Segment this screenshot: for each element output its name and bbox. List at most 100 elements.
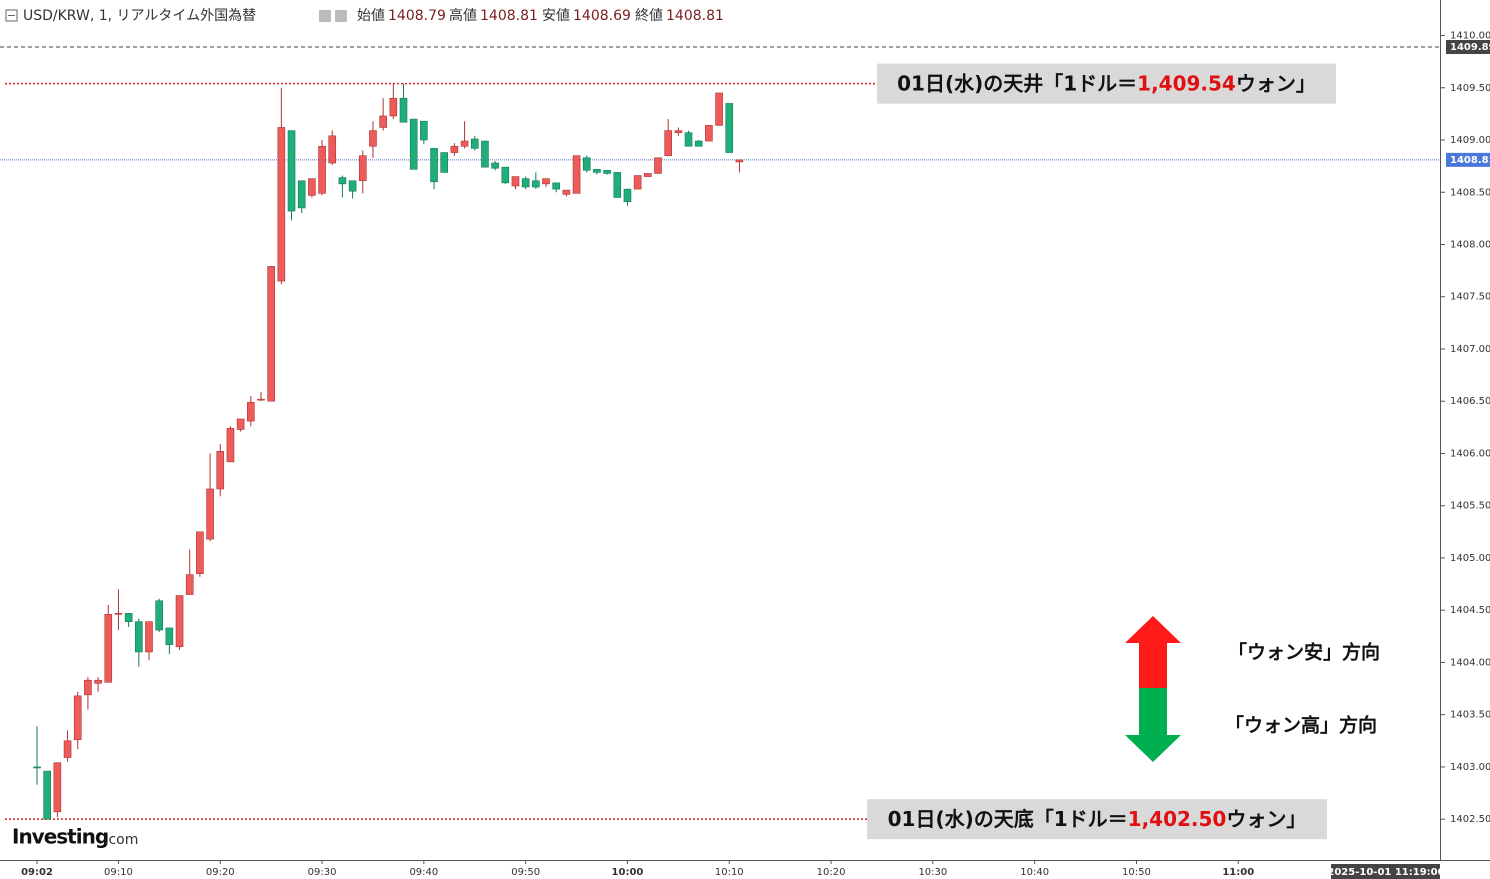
- y-tick-label: 1406.50: [1450, 396, 1490, 407]
- candle-body: [572, 155, 581, 194]
- candle-body: [623, 188, 632, 202]
- x-tick-label: 09:10: [104, 867, 133, 878]
- candle-body: [277, 127, 286, 282]
- y-tick-label: 1409.50: [1450, 83, 1490, 94]
- settings-icon[interactable]: [335, 10, 347, 22]
- candle-body: [43, 770, 52, 820]
- open-value: 1408.79: [388, 8, 446, 24]
- candle-body: [369, 130, 377, 147]
- price-label-box: [1446, 40, 1490, 55]
- candle-body: [725, 103, 734, 153]
- y-tick-label: 1408.50: [1450, 187, 1490, 198]
- candle-body: [399, 97, 408, 123]
- candle-body: [196, 531, 204, 574]
- high-value: 1408.81: [480, 8, 538, 24]
- open-label: 始値: [357, 8, 385, 24]
- price-label: 1408.81: [1450, 155, 1490, 166]
- x-tick-label: 09:40: [409, 867, 438, 878]
- candle-body: [644, 173, 652, 177]
- candle-body: [542, 178, 550, 185]
- logo-suffix: .com: [104, 832, 138, 848]
- candle-body: [705, 125, 713, 142]
- price-label-box: [1446, 152, 1490, 167]
- candle-body: [348, 180, 357, 192]
- candle-body: [63, 740, 72, 758]
- x-tick-label: 10:40: [1020, 867, 1049, 878]
- candle-body: [124, 613, 133, 622]
- down-arrow: [1125, 688, 1181, 762]
- candle-body: [33, 766, 41, 769]
- crosshair-time-box: [1331, 864, 1440, 879]
- candle-body: [593, 168, 601, 173]
- candle-body: [145, 621, 153, 653]
- x-tick-label: 10:30: [918, 867, 947, 878]
- x-tick-label: 10:50: [1122, 867, 1151, 878]
- up-arrow: [1125, 616, 1181, 688]
- candle-body: [654, 157, 662, 174]
- candle-body: [470, 138, 479, 149]
- y-tick-label: 1407.00: [1450, 344, 1490, 355]
- candle-body: [430, 148, 438, 183]
- candle-body: [684, 132, 693, 147]
- candle-body: [603, 170, 611, 174]
- candle-body: [175, 595, 184, 648]
- candle-body: [379, 115, 387, 128]
- candle-body: [409, 118, 418, 170]
- candle-body: [247, 401, 255, 422]
- y-tick-label: 1407.50: [1450, 292, 1490, 303]
- x-tick-label: 10:20: [817, 867, 846, 878]
- candle-body: [735, 159, 744, 163]
- candle-body: [84, 679, 92, 696]
- y-tick-label: 1406.00: [1450, 448, 1490, 459]
- x-tick-label: 09:02: [21, 867, 53, 878]
- legend: 「ウォン安」方向 「ウォン高」方向: [1125, 616, 1380, 762]
- candle-body: [633, 175, 642, 190]
- candle-body: [481, 140, 489, 168]
- x-tick-label: 10:10: [715, 867, 744, 878]
- candle-body: [216, 451, 225, 490]
- y-tick-label: 1405.50: [1450, 501, 1490, 512]
- legend-down: 「ウォン高」方向: [1225, 714, 1377, 737]
- candle-body: [440, 152, 449, 173]
- candle-body: [104, 614, 113, 683]
- candle-body: [358, 155, 367, 182]
- candle-body: [73, 695, 82, 741]
- close-value: 1408.81: [666, 8, 724, 24]
- x-tick-label: 09:30: [308, 867, 337, 878]
- x-tick-label: 09:50: [511, 867, 540, 878]
- y-tick-label: 1408.00: [1450, 239, 1490, 250]
- x-tick-label: 11:00: [1222, 867, 1254, 878]
- annotation-value: 1,402.50: [1128, 807, 1227, 831]
- collapse-icon[interactable]: [5, 9, 18, 22]
- candle-body: [318, 145, 326, 194]
- candle-body: [532, 180, 540, 188]
- y-tick-label: 1403.50: [1450, 710, 1490, 721]
- annotation-text: 01日(水)の天底「1ドル＝1,402.50ウォン」: [888, 807, 1307, 831]
- crosshair-time: 2025-10-01 11:19:00: [1327, 867, 1444, 878]
- annotation-after: ウォン」: [1226, 807, 1306, 831]
- header: USD/KRW, 1, リアルタイム外国為替 始値 1408.79 高値 140…: [5, 7, 724, 24]
- settings-icon[interactable]: [319, 10, 331, 22]
- candle-body: [257, 398, 265, 401]
- candle-body: [389, 97, 398, 117]
- x-tick-label: 10:00: [612, 867, 644, 878]
- candle-body: [582, 157, 591, 171]
- candle-body: [521, 178, 530, 188]
- price-label: 1409.89: [1450, 42, 1490, 53]
- y-tick-label: 1404.00: [1450, 657, 1490, 668]
- annotation-text: 01日(水)の天井「1ドル＝1,409.54ウォン」: [897, 71, 1316, 95]
- x-tick-label: 09:20: [206, 867, 235, 878]
- candle-body: [420, 120, 428, 141]
- y-tick-label: 1405.00: [1450, 553, 1490, 564]
- candle-body: [155, 600, 163, 631]
- candle-body: [185, 574, 194, 595]
- annotation-box: [877, 63, 1336, 104]
- candle-body: [226, 428, 235, 463]
- annotation-value: 1,409.54: [1137, 71, 1236, 95]
- candle-body: [53, 762, 62, 813]
- logo-name: Investing: [12, 825, 108, 849]
- candle-body: [308, 178, 316, 196]
- candle-body: [94, 679, 102, 684]
